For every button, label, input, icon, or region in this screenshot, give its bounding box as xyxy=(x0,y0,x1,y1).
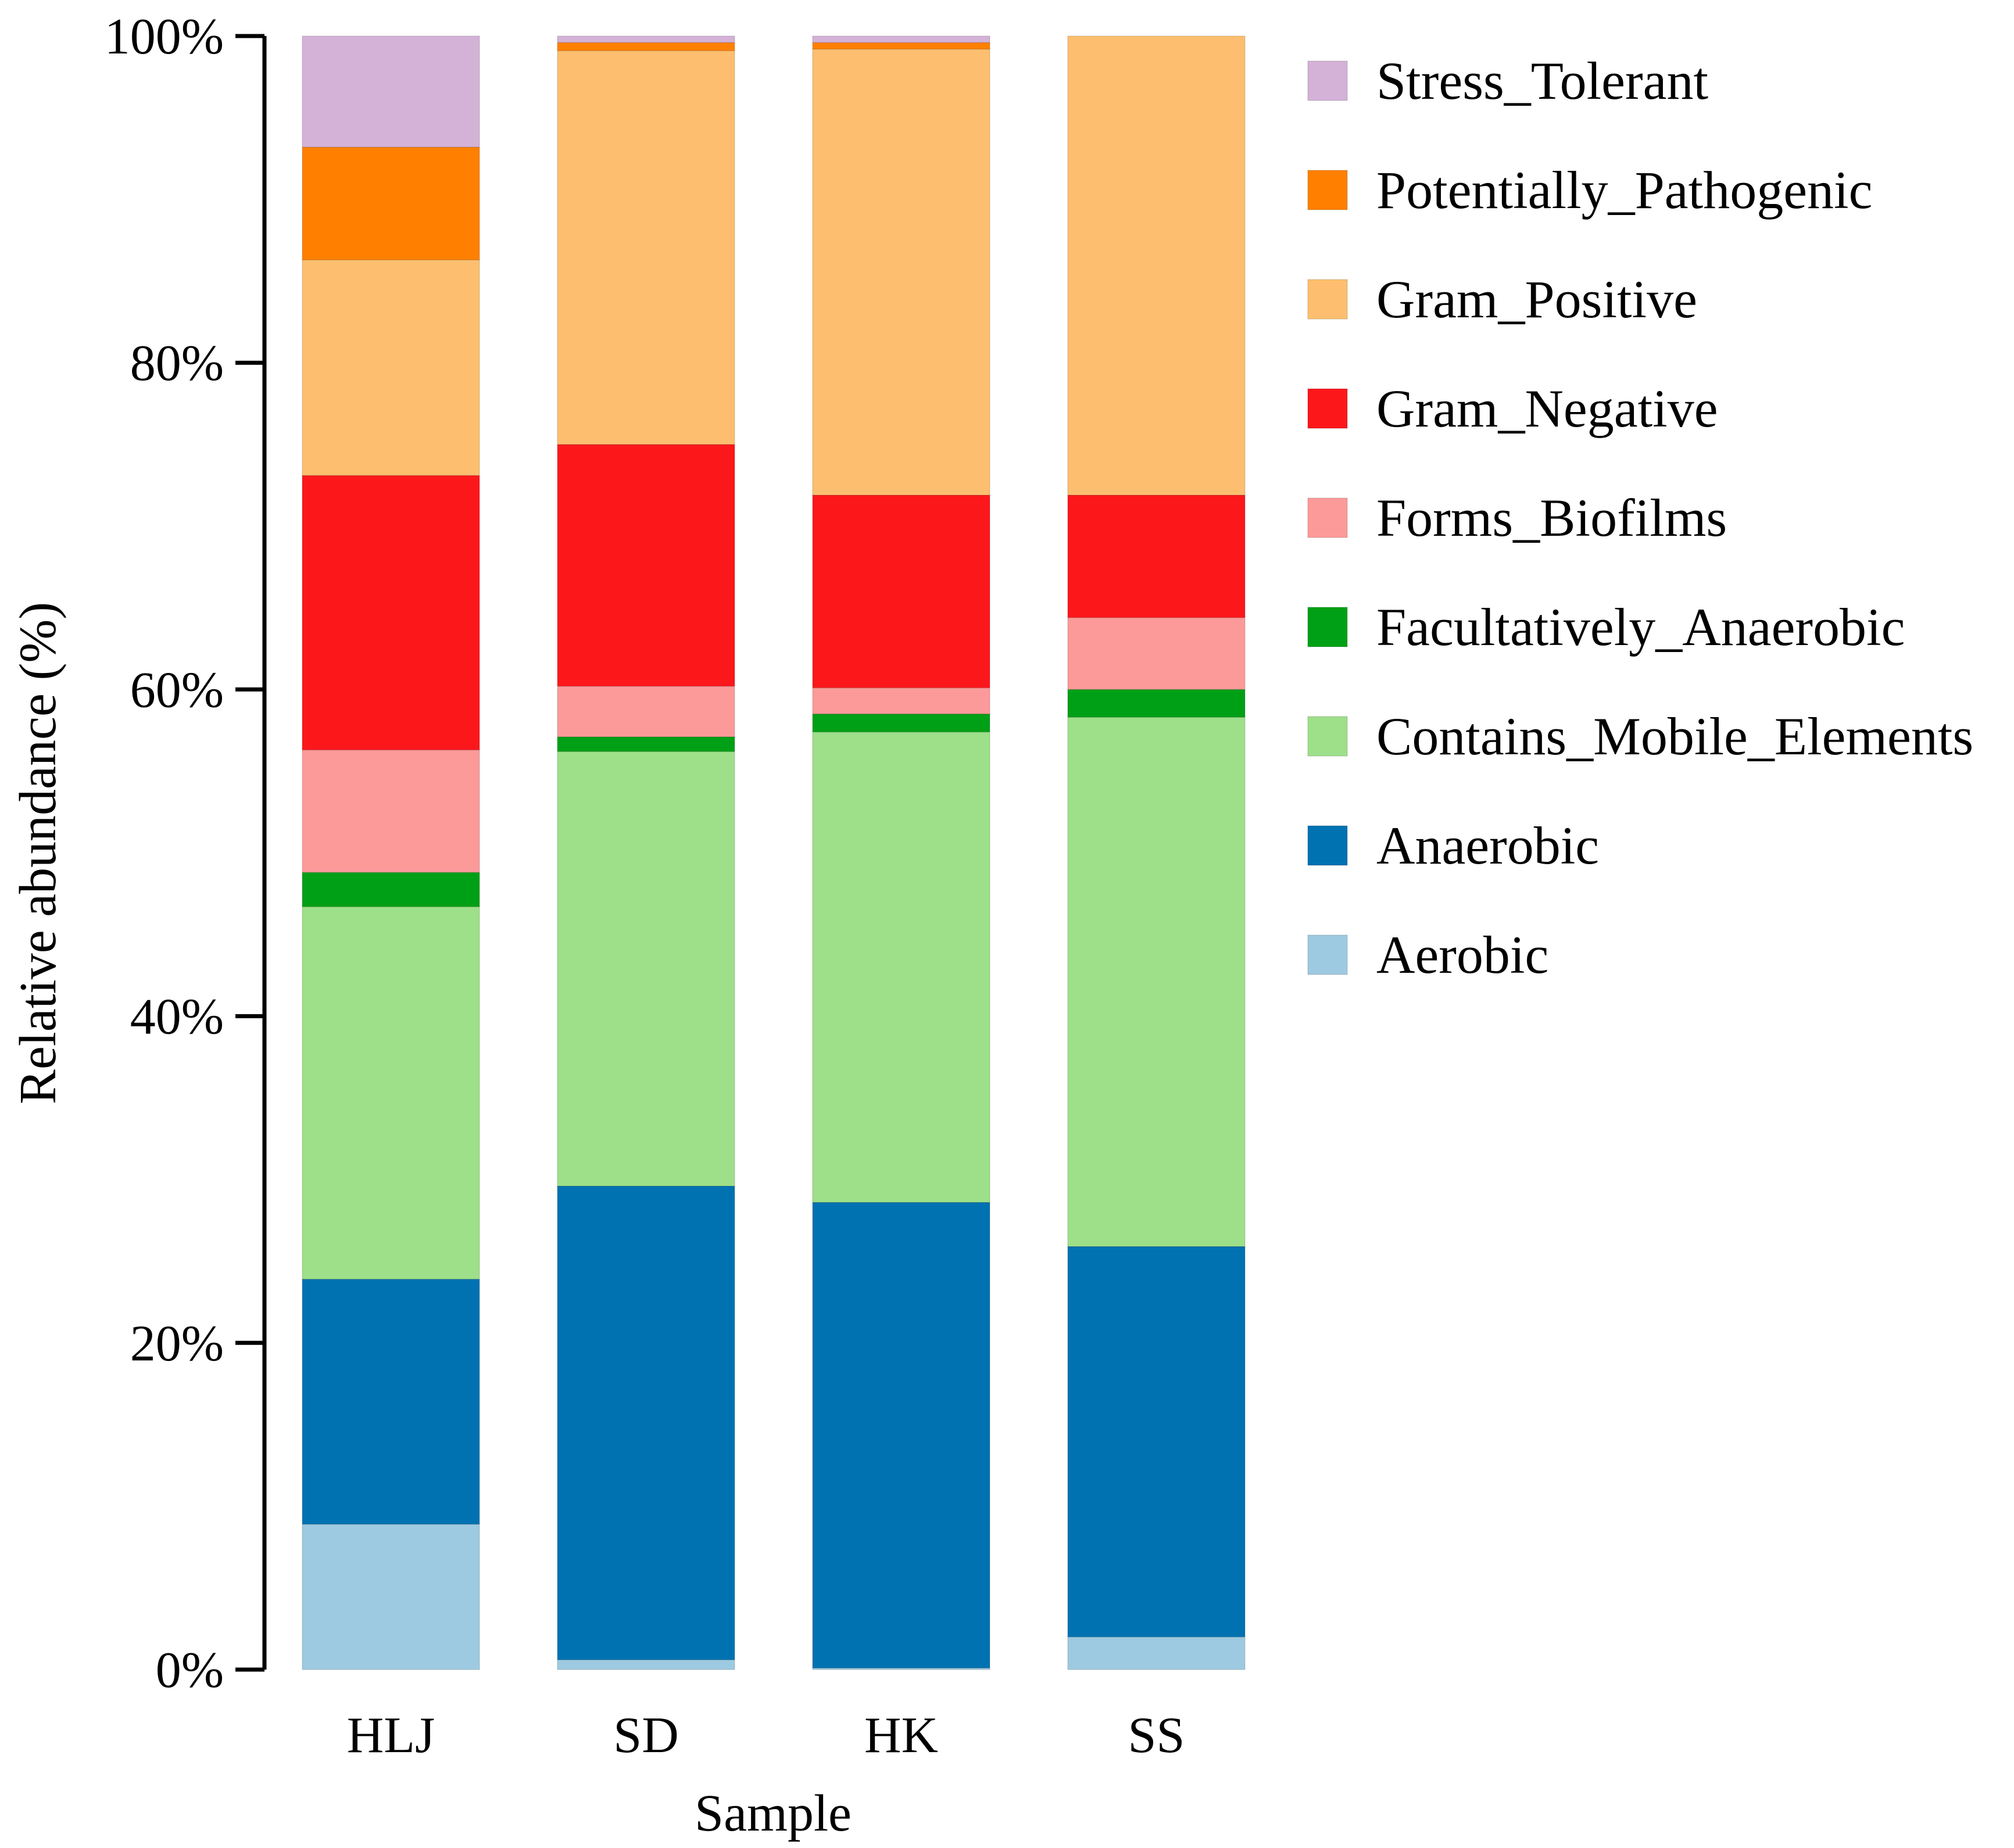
legend-label-anaerobic: Anaerobic xyxy=(1376,816,1599,875)
bar-segment-ss-anaerobic xyxy=(1067,1246,1246,1638)
bar-segment-ss-gram-negative xyxy=(1067,495,1246,618)
bar-segment-sd-contains-mobile-elements xyxy=(557,751,735,1187)
bar-segment-ss-gram-positive xyxy=(1067,35,1246,496)
bar-segment-hlj-anaerobic xyxy=(302,1278,480,1525)
bar-segment-hlj-gram-positive xyxy=(302,259,480,476)
legend-swatch-forms-biofilms xyxy=(1307,497,1348,538)
bar-segment-sd-forms-biofilms xyxy=(557,686,735,737)
bar-segment-ss-forms-biofilms xyxy=(1067,617,1246,690)
x-axis-title: Sample xyxy=(695,1785,852,1842)
bar-segment-hk-contains-mobile-elements xyxy=(812,731,990,1203)
bar-segment-sd-stress-tolerant xyxy=(557,35,735,43)
y-tick-label: 0% xyxy=(156,1642,224,1699)
bar-segment-hlj-aerobic xyxy=(302,1524,480,1670)
legend-swatch-gram-positive xyxy=(1307,279,1348,320)
legend-label-forms-biofilms: Forms_Biofilms xyxy=(1376,488,1727,547)
legend-label-stress-tolerant: Stress_Tolerant xyxy=(1376,51,1708,110)
y-tick-label: 80% xyxy=(130,335,224,392)
bar-segment-hk-anaerobic xyxy=(812,1202,990,1668)
bar-segment-sd-gram-positive xyxy=(557,50,735,445)
legend-label-facultatively-anaerobic: Facultatively_Anaerobic xyxy=(1376,597,1905,657)
bar-segment-hk-gram-negative xyxy=(812,495,990,689)
legend-swatch-gram-negative xyxy=(1307,388,1348,429)
bar-segment-sd-anaerobic xyxy=(557,1186,735,1660)
bar-segment-hk-gram-positive xyxy=(812,48,990,496)
bar-segment-hk-potentially-pathogenic xyxy=(812,42,990,50)
bar-segment-sd-facultatively-anaerobic xyxy=(557,736,735,752)
y-tick-label: 20% xyxy=(130,1316,224,1372)
x-axis: HLJ SD HK SS xyxy=(347,1707,1185,1764)
bar-segment-hlj-facultatively-anaerobic xyxy=(302,872,480,908)
bar-segment-hk-facultatively-anaerobic xyxy=(812,713,990,733)
bar-segment-ss-facultatively-anaerobic xyxy=(1067,689,1246,718)
legend-swatch-stress-tolerant xyxy=(1307,60,1348,101)
legend-label-contains-mobile-elements: Contains_Mobile_Elements xyxy=(1376,707,1973,766)
bar-segment-hk-stress-tolerant xyxy=(812,35,990,43)
legend-swatch-aerobic xyxy=(1307,934,1348,975)
bar-segment-hlj-stress-tolerant xyxy=(302,35,480,148)
legend-swatch-facultatively-anaerobic xyxy=(1307,607,1348,647)
bar-segment-sd-aerobic xyxy=(557,1659,735,1670)
bar-segment-ss-contains-mobile-elements xyxy=(1067,717,1246,1247)
legend-swatch-anaerobic xyxy=(1307,825,1348,866)
bar-segment-sd-gram-negative xyxy=(557,444,735,687)
legend: Stress_Tolerant Potentially_Pathogenic Gra… xyxy=(1307,51,1973,984)
bar-segment-hlj-contains-mobile-elements xyxy=(302,906,480,1280)
y-tick-label: 100% xyxy=(105,9,224,65)
x-tick-label-hlj: HLJ xyxy=(347,1707,435,1764)
bars-layer xyxy=(302,35,1246,1670)
bar-segment-hlj-potentially-pathogenic xyxy=(302,146,480,260)
y-tick-label: 60% xyxy=(130,662,224,718)
x-tick-label-sd: SD xyxy=(613,1707,679,1764)
legend-label-gram-negative: Gram_Negative xyxy=(1376,379,1718,438)
bar-segment-sd-potentially-pathogenic xyxy=(557,42,735,52)
legend-swatch-contains-mobile-elements xyxy=(1307,716,1348,757)
legend-label-gram-positive: Gram_Positive xyxy=(1376,270,1697,329)
x-tick-label-ss: SS xyxy=(1128,1707,1185,1764)
y-axis-title: Relative abundance (%) xyxy=(9,602,67,1105)
y-axis: 0% 20% 40% 60% 80% 100% xyxy=(105,9,267,1699)
bar-segment-hlj-gram-negative xyxy=(302,475,480,751)
bar-segment-hk-forms-biofilms xyxy=(812,687,990,715)
x-tick-label-hk: HK xyxy=(864,1707,938,1764)
legend-label-potentially-pathogenic: Potentially_Pathogenic xyxy=(1376,160,1872,220)
legend-label-aerobic: Aerobic xyxy=(1376,925,1548,984)
bar-segment-ss-aerobic xyxy=(1067,1636,1246,1670)
y-tick-label: 40% xyxy=(130,989,224,1045)
legend-swatch-potentially-pathogenic xyxy=(1307,170,1348,210)
bar-segment-hlj-forms-biofilms xyxy=(302,749,480,873)
